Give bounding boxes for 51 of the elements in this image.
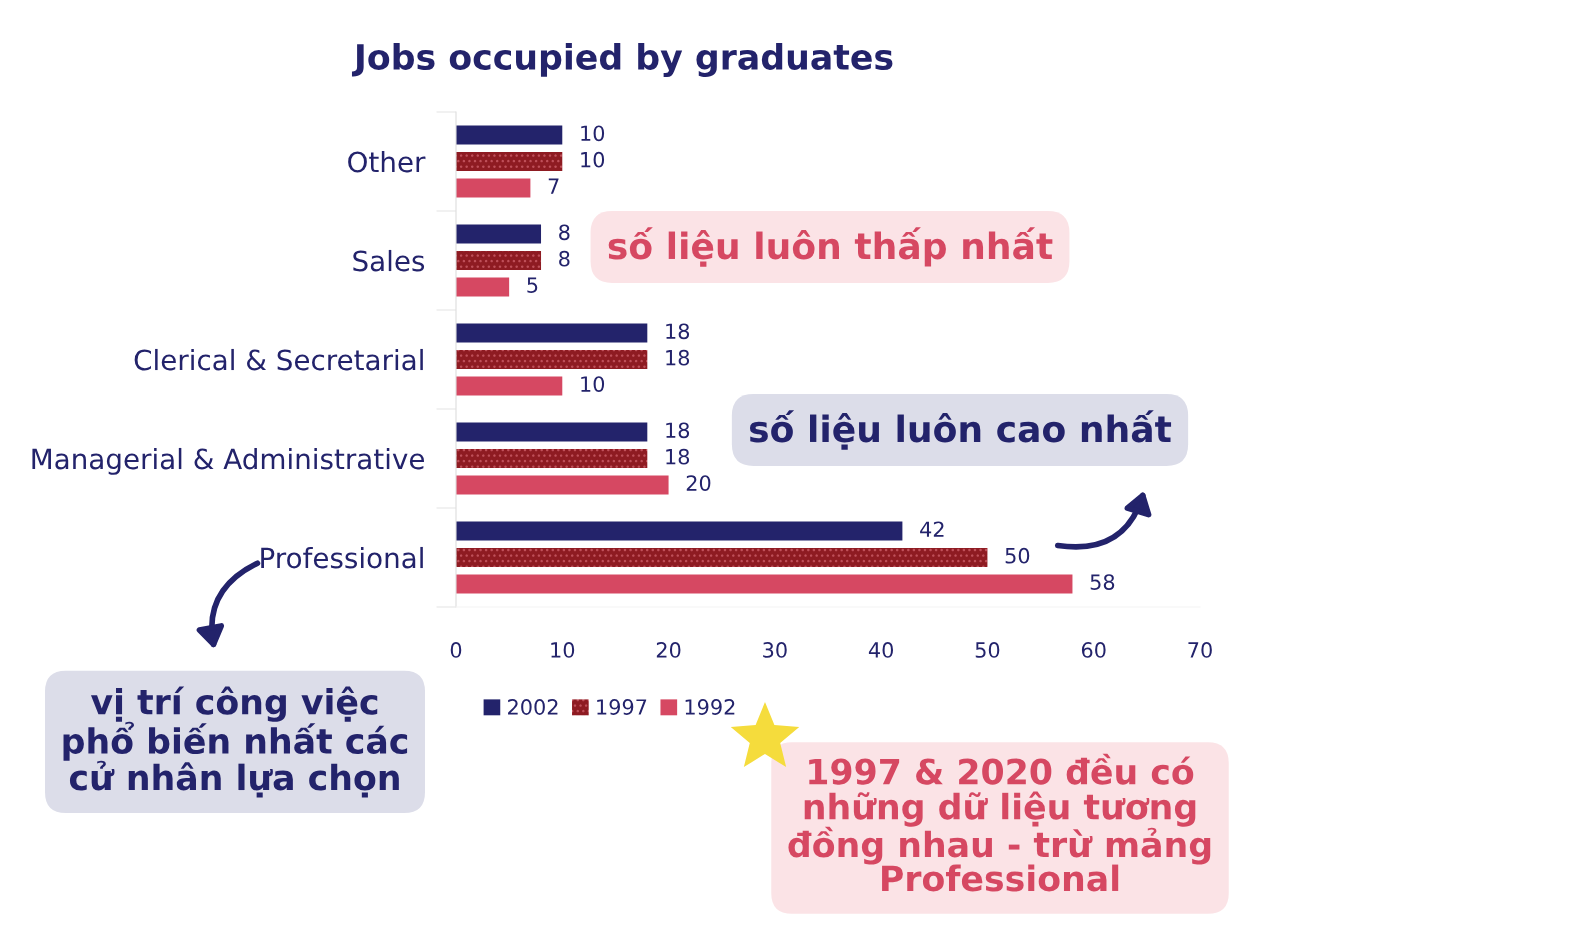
bar [456,323,648,343]
y-tick-label: Professional [261,546,423,569]
bar [456,350,648,369]
y-tick-label: Sales [353,249,425,272]
bar [456,178,531,198]
data-label: 18 [666,448,690,465]
data-label: 58 [1090,574,1115,590]
annotation: số liệu luôn cao nhất [749,410,1172,450]
data-label: 20 [686,475,711,491]
x-tick-label: 10 [551,642,575,658]
bar [456,475,669,495]
data-label: 18 [666,349,690,366]
bar [456,376,563,396]
annotation: số liệu luôn thấp nhất [608,227,1053,267]
legend-label: 2002 [508,699,558,715]
text: 1997 & 2020 đều có những dữ liệu tương đồng nhau - trừ mảng Professional [788,753,1211,892]
legend-label: 1992 [685,699,735,715]
data-label: 10 [581,376,605,392]
data-label: 10 [581,151,605,168]
bar [456,125,563,145]
x-tick-label: 30 [763,642,787,658]
data-label: 8 [559,224,570,241]
data-label: 10 [581,125,605,142]
x-tick-label: 70 [1188,642,1212,658]
bar [456,224,542,244]
x-tick-label: 20 [656,642,681,658]
x-tick-label: 50 [975,642,1000,658]
x-tick-label: 60 [1081,642,1106,658]
bar [456,449,648,468]
x-tick-label: 0 [450,642,462,658]
data-label: 8 [559,250,570,267]
bar [456,574,1073,594]
chart-title: Jobs occupied by graduates [351,43,893,77]
bar [456,277,510,297]
data-label: 5 [527,277,538,293]
data-label: 18 [666,323,690,340]
y-tick-label: Other [348,150,426,173]
bar [456,422,648,442]
bar [456,548,988,567]
bar [456,251,542,270]
text: vị trí công việc phổ biến nhất các cử nhân lựa chọn [63,686,408,798]
legend-label: 1997 [597,699,647,715]
data-label: 50 [1005,547,1030,564]
x-tick-label: 40 [868,642,894,658]
bar [456,152,563,171]
data-label: 42 [920,521,944,537]
y-tick-label: Clerical & Secretarial [134,348,423,371]
y-tick-label: Managerial & Administrative [32,447,424,475]
data-label: 18 [666,422,690,439]
bar [456,521,903,541]
data-label: 7 [548,178,559,194]
